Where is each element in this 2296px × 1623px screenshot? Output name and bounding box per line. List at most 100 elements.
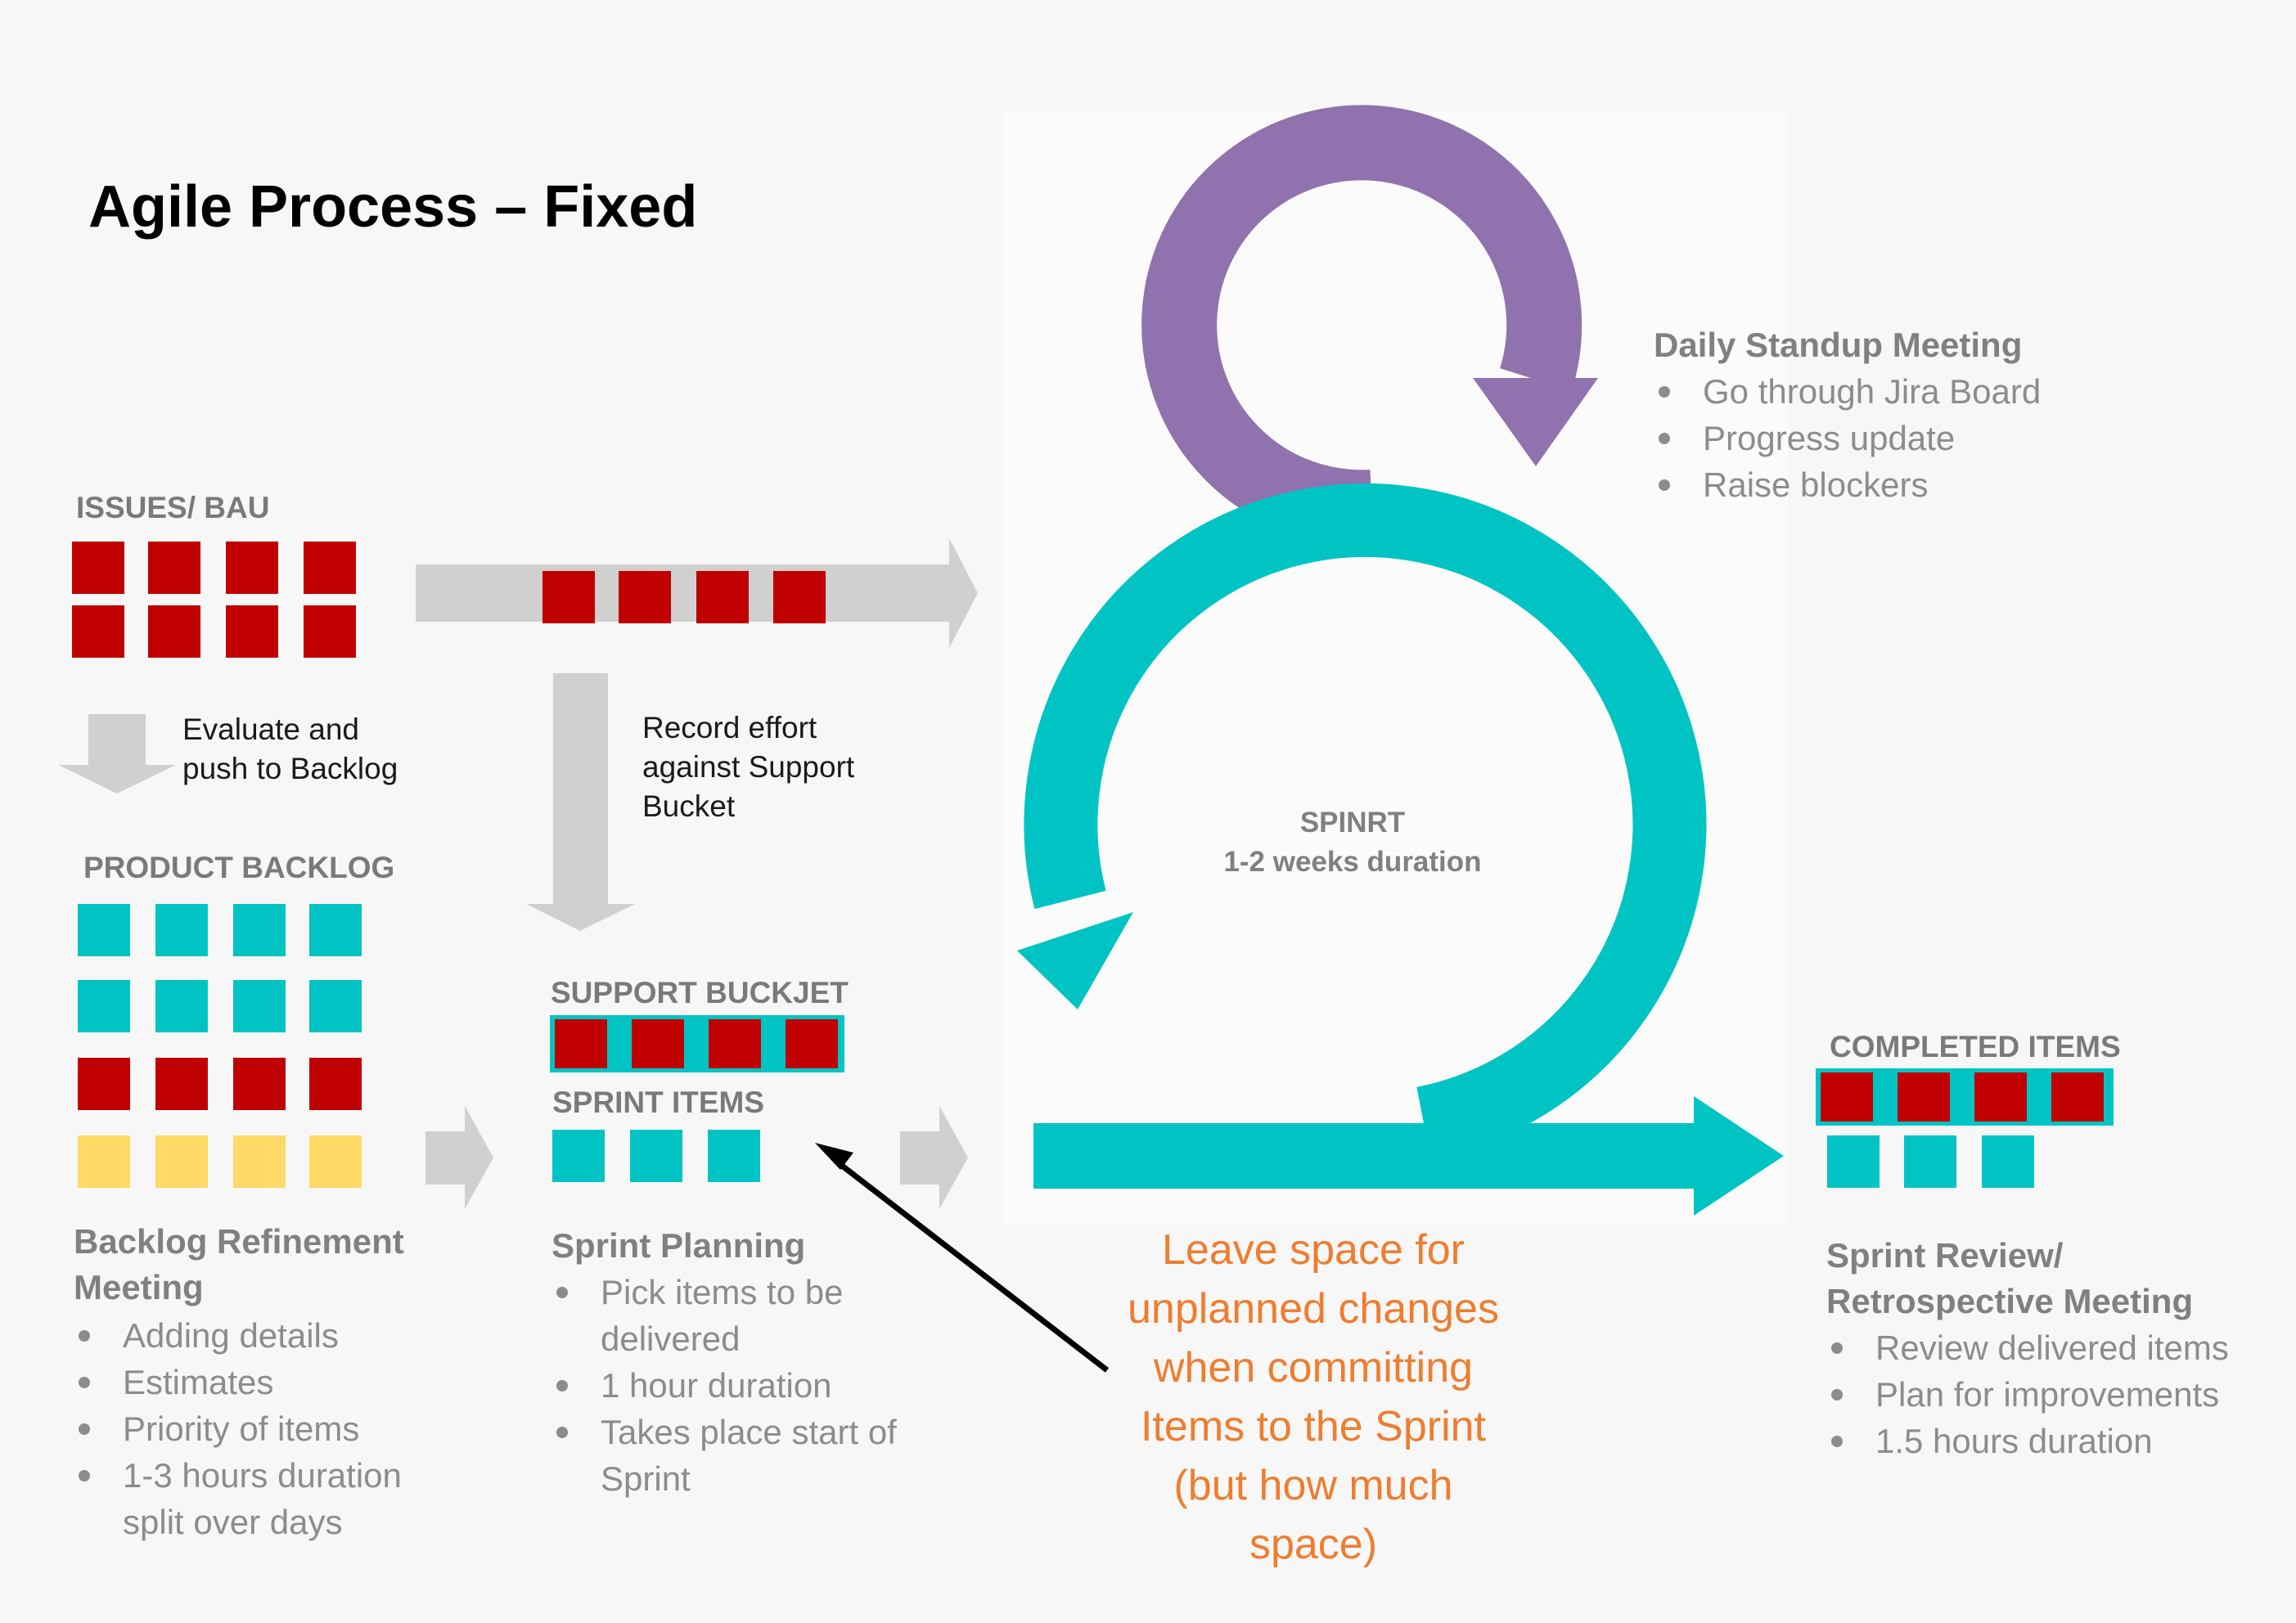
completed-sprint-item [1904, 1135, 1956, 1188]
sprint-output-bar [1033, 1123, 1718, 1189]
backlog-refinement-title: Backlog Refinement Meeting [74, 1219, 404, 1311]
title-line: Retrospective Meeting [1826, 1282, 2194, 1320]
sprint-cycle-label: SPINRT 1-2 weeks duration [1186, 803, 1519, 882]
sprint-planning-bullets: Pick items to be delivered 1 hour durati… [551, 1269, 912, 1502]
support-bucket-item [555, 1019, 607, 1068]
backlog-item [155, 980, 208, 1032]
note-line: unplanned changes [1128, 1285, 1499, 1333]
completed-issue-item [1821, 1072, 1873, 1122]
page-title: Agile Process – Fixed [88, 174, 698, 240]
backlog-to-sprint-arrow [425, 1106, 493, 1209]
sprint-item [708, 1130, 760, 1182]
note-line: Leave space for [1161, 1226, 1465, 1274]
backlog-item [78, 904, 130, 956]
sprint-review-bullets: Review delivered items Plan for improvem… [1826, 1324, 2229, 1464]
flow-issue-item [773, 571, 826, 623]
sprint-cycle-duration: 1-2 weeks duration [1223, 846, 1482, 878]
bullet-item: Takes place start of Sprint [551, 1409, 912, 1502]
backlog-item [233, 980, 286, 1032]
bullet-item: 1 hour duration [551, 1362, 912, 1409]
backlog-item [78, 1135, 130, 1188]
bullet-item: Pick items to be delivered [551, 1269, 912, 1362]
bullet-item: Review delivered items [1826, 1324, 2229, 1371]
note-pointer-arrowhead [815, 1143, 853, 1170]
evaluate-down-arrow [58, 714, 176, 794]
backlog-item [309, 1135, 362, 1188]
issue-item [72, 542, 124, 594]
sprint-planning-title: Sprint Planning [551, 1226, 806, 1265]
daily-standup-bullets: Go through Jira Board Progress update Ra… [1654, 368, 2041, 508]
backlog-item [78, 980, 130, 1032]
title-line: Sprint Review/ [1826, 1236, 2064, 1275]
completed-sprint-item [1982, 1135, 2034, 1188]
backlog-item [233, 1058, 286, 1110]
record-effort-line: against Support [642, 750, 855, 784]
backlog-item [155, 1135, 208, 1188]
flow-issue-item [619, 571, 671, 623]
backlog-item [155, 1058, 208, 1110]
issue-item [148, 605, 200, 658]
issues-label: ISSUES/ BAU [76, 491, 270, 524]
issue-item [304, 542, 356, 594]
support-bucket-label: SUPPORT BUCKJET [551, 976, 849, 1009]
title-line: Backlog Refinement [74, 1222, 404, 1261]
completed-issue-item [1898, 1072, 1950, 1122]
support-bucket-item [709, 1019, 761, 1068]
sprint-loop-arrowhead [1017, 912, 1133, 1009]
record-effort-line: Record effort [642, 711, 817, 744]
support-bucket-item [786, 1019, 838, 1068]
backlog-item [155, 904, 208, 956]
issue-item [226, 605, 278, 658]
bullet-item: 1.5 hours duration [1826, 1418, 2229, 1464]
bullet-item: Estimates [74, 1359, 442, 1405]
backlog-item [309, 904, 362, 956]
issue-item [304, 605, 356, 658]
record-effort-line: Bucket [642, 789, 736, 823]
bullet-item: Adding details [74, 1312, 442, 1359]
sprint-to-cycle-arrow [900, 1106, 968, 1209]
issue-item [226, 542, 278, 594]
note-line: space) [1249, 1521, 1378, 1568]
sprint-items-label: SPRINT ITEMS [552, 1086, 765, 1119]
evaluate-label-line: Evaluate and [182, 713, 360, 746]
sprint-output-arrowhead [1694, 1096, 1784, 1216]
flow-issue-item [696, 571, 749, 623]
support-bucket-item [632, 1019, 684, 1068]
bullet-item: Progress update [1654, 415, 2041, 461]
backlog-refinement-bullets: Adding details Estimates Priority of ite… [74, 1312, 442, 1545]
standup-cycle-arrow [1141, 105, 1582, 546]
sprint-cycle-title: SPINRT [1299, 807, 1406, 838]
note-line: (but how much [1173, 1462, 1453, 1509]
flow-issue-item [542, 571, 595, 623]
issue-item [72, 605, 124, 658]
completed-issue-item [1974, 1072, 2027, 1122]
backlog-item [233, 904, 286, 956]
evaluate-label: Evaluate and push to Backlog [182, 710, 398, 789]
bullet-item: Raise blockers [1654, 461, 2041, 508]
bullet-item: Go through Jira Board [1654, 368, 2041, 415]
bullet-item: Plan for improvements [1826, 1371, 2229, 1418]
record-effort-down-arrow [526, 673, 635, 931]
bullet-item: Priority of items [74, 1405, 442, 1452]
backlog-item [233, 1135, 286, 1188]
evaluate-label-line: push to Backlog [182, 752, 398, 785]
issue-item [148, 542, 200, 594]
standup-arrowhead [1473, 378, 1598, 466]
title-line: Meeting [74, 1268, 204, 1306]
product-backlog-label: PRODUCT BACKLOG [83, 851, 395, 884]
backlog-item [78, 1058, 130, 1110]
backlog-item [309, 1058, 362, 1110]
completed-items-label: COMPLETED ITEMS [1830, 1030, 2121, 1063]
record-effort-label: Record effort against Support Bucket [642, 708, 854, 826]
sprint-review-title: Sprint Review/ Retrospective Meeting [1826, 1233, 2193, 1324]
sprint-loop-arc [1024, 483, 1707, 1160]
sprint-item [552, 1130, 605, 1182]
completed-sprint-item [1827, 1135, 1880, 1188]
note-line: Items to the Sprint [1141, 1403, 1486, 1450]
unplanned-changes-note: Leave space for unplanned changes when c… [1068, 1221, 1559, 1574]
sprint-item [630, 1130, 682, 1182]
completed-issue-item [2051, 1072, 2104, 1122]
note-pointer-line [832, 1158, 1110, 1373]
